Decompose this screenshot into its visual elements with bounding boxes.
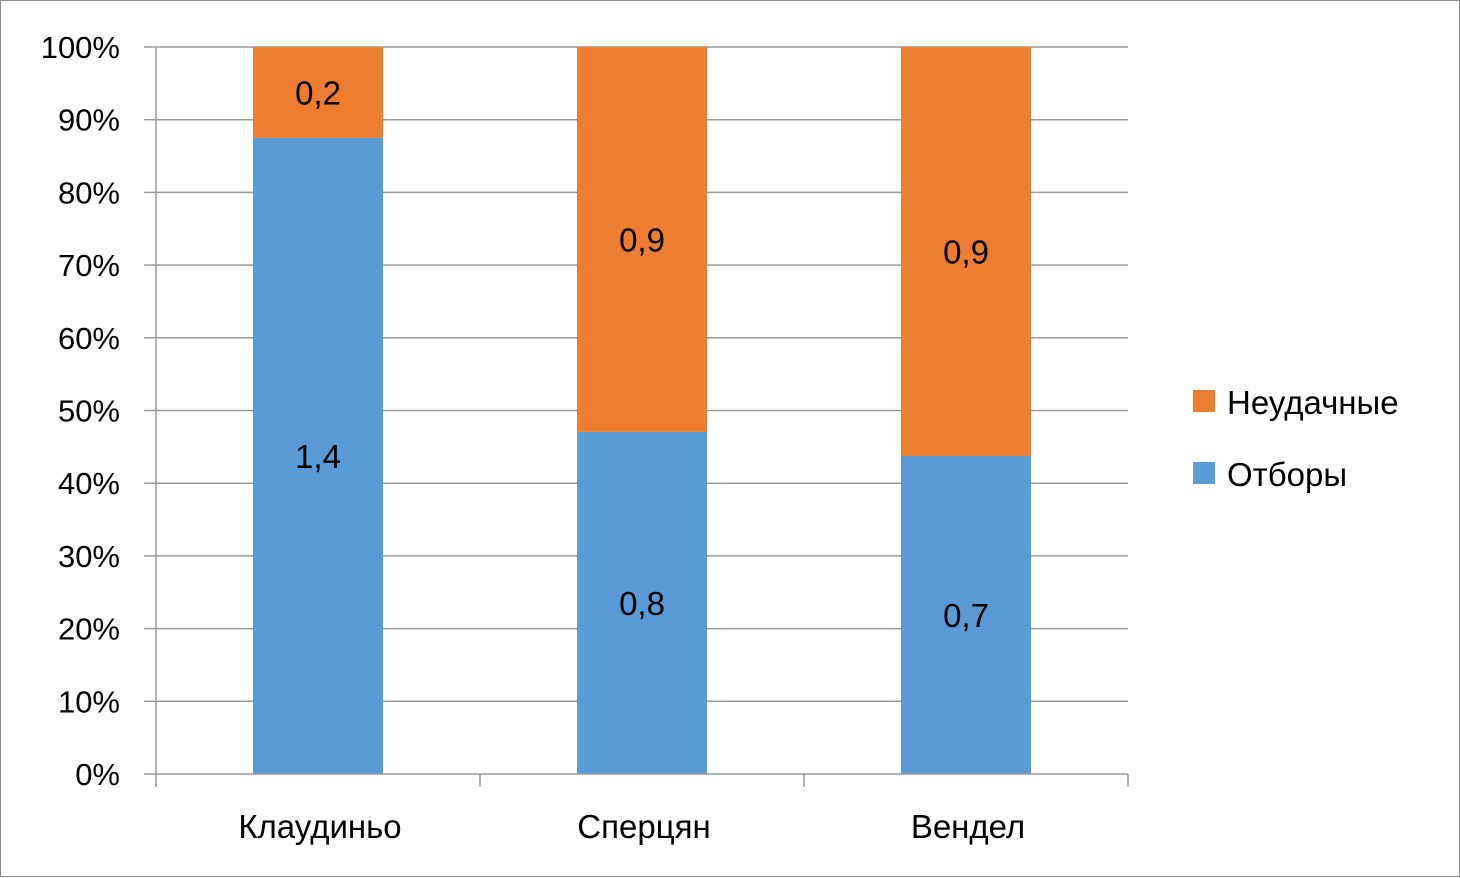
- y-tick-label: 10%: [58, 684, 120, 719]
- legend-entry: Неудачные: [1227, 384, 1399, 421]
- y-tick-label: 60%: [58, 321, 120, 356]
- data-label: 0,2: [295, 74, 341, 111]
- data-label: 0,9: [619, 221, 665, 258]
- legend-swatch: [1193, 462, 1215, 484]
- bar-segment: [901, 455, 1031, 774]
- x-tick-label: Клаудиньо: [238, 808, 401, 845]
- bar-segment: [901, 47, 1031, 456]
- legend: Неудачные Отборы: [1193, 384, 1399, 493]
- y-tick-label: 30%: [58, 539, 120, 574]
- y-tick-label: 70%: [58, 248, 120, 283]
- bar-segment: [577, 431, 707, 774]
- y-tick-label: 20%: [58, 612, 120, 647]
- y-tick-label: 50%: [58, 394, 120, 429]
- bars: [253, 47, 1031, 774]
- data-label: 0,9: [943, 233, 989, 270]
- legend-swatch: [1193, 390, 1215, 412]
- bar-segment: [253, 137, 383, 774]
- y-tick-label: 0%: [75, 757, 120, 792]
- axes: 0% 10% 20% 30% 40% 50% 60% 70% 80% 90% 100% Клаудин…: [41, 30, 1129, 845]
- data-label: 0,7: [943, 597, 989, 634]
- y-tick-label: 40%: [58, 466, 120, 501]
- y-tick-label: 100%: [41, 30, 120, 65]
- y-tick-label: 80%: [58, 175, 120, 210]
- data-label: 1,4: [295, 438, 341, 475]
- legend-entry: Отборы: [1227, 456, 1347, 493]
- data-labels: 1,4 0,2 0,8 0,9 0,7 0,9: [295, 74, 989, 634]
- x-tick-label: Сперцян: [577, 808, 710, 845]
- x-tick-label: Вендел: [911, 808, 1025, 845]
- bar-segment: [577, 47, 707, 432]
- data-label: 0,8: [619, 585, 665, 622]
- bar-segment: [253, 47, 383, 138]
- y-tick-label: 90%: [58, 103, 120, 138]
